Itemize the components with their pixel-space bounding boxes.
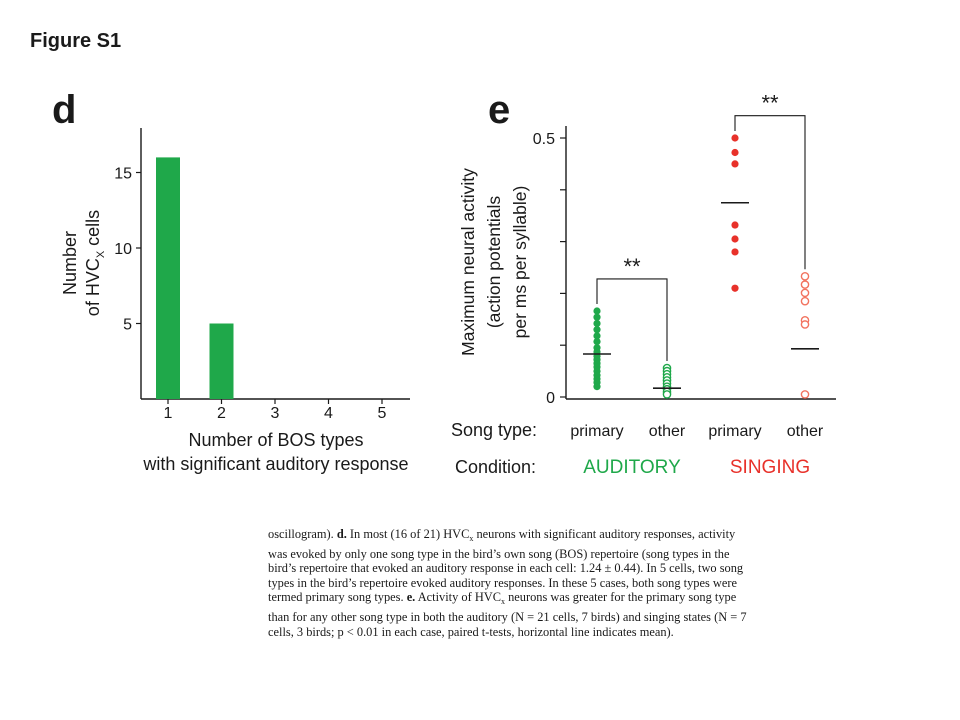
panel-e-point <box>731 284 739 292</box>
panel-e-ylabel-line: Maximum neural activity <box>458 168 478 356</box>
panel-e-song-type-label: other <box>649 423 686 440</box>
panel-e-song-type-label: other <box>787 423 824 440</box>
panel-e-song-type-label: primary <box>708 423 761 440</box>
panel-e-point <box>593 313 601 321</box>
panel-d-bar-1 <box>156 157 180 399</box>
panel-d-ylabel-line1: Number <box>60 231 80 295</box>
panel-d-ytick-label: 15 <box>114 166 132 183</box>
figure-caption: oscillogram). d. In most (16 of 21) HVCx… <box>268 527 747 639</box>
panel-e-significance-bracket <box>734 115 806 270</box>
panel-e-point <box>593 332 601 340</box>
panel-e-point <box>731 248 739 256</box>
panel-e-point <box>800 272 810 281</box>
panel-e-significance-bracket <box>596 278 668 361</box>
panel-e-ytick-label: 0 <box>546 390 555 407</box>
panel-e-point <box>800 320 810 329</box>
panel-e-point <box>800 390 810 399</box>
panel-e-ytick-label: 0.5 <box>533 131 555 148</box>
panel-e-point <box>731 148 739 157</box>
panel-d-ytick-label: 5 <box>123 317 132 334</box>
panel-e-point <box>593 326 601 334</box>
song-type-row-label: Song type: <box>451 420 537 440</box>
panel-d-xtick-label: 5 <box>378 405 387 422</box>
panel-e-point <box>731 235 739 243</box>
panel-e-point <box>800 288 810 298</box>
panel-e-point <box>662 390 672 399</box>
panel-e-point <box>800 280 810 289</box>
panel-d-xtick-label: 3 <box>271 405 280 422</box>
panel-e-point <box>593 383 601 391</box>
panel-e-condition-label: SINGING <box>730 457 810 478</box>
panel-e-ylabel-line: (action potentials <box>484 196 504 329</box>
panel-d-ylabel-line2: of HVCX cells <box>83 210 107 316</box>
panel-e-label: e <box>488 88 510 132</box>
panel-e-song-type-label: primary <box>570 423 623 440</box>
panel-d-xtick-label: 4 <box>324 405 333 422</box>
panel-d-ytick-label: 10 <box>114 241 132 258</box>
panel-e-point <box>800 296 810 306</box>
panel-e-ylabel-line: per ms per syllable) <box>510 186 530 339</box>
panel-e-point <box>731 221 739 229</box>
panel-d-label: d <box>52 88 76 132</box>
panel-d-xlabel-line2: with significant auditory response <box>142 454 408 474</box>
condition-row-label: Condition: <box>455 457 536 477</box>
figure-title: Figure S1 <box>30 30 122 52</box>
panel-e-point <box>593 319 601 328</box>
panel-d: d 5 10 15 1 2 3 4 5 Number of HVCX cells Numbe… <box>52 88 410 474</box>
panel-d-xlabel-line1: Number of BOS types <box>188 430 363 450</box>
panel-e-point <box>593 307 601 315</box>
panel-e: e 0 0.5 ** ** primary other primary other Max… <box>451 88 836 478</box>
panel-e-significance-label: ** <box>623 254 641 279</box>
panel-e-point <box>731 160 739 168</box>
panel-e-condition-label: AUDITORY <box>583 457 681 478</box>
panel-d-xtick-label: 1 <box>164 405 173 422</box>
panel-d-bar-2 <box>209 323 234 399</box>
panel-e-point <box>731 134 739 142</box>
panel-e-significance-label: ** <box>761 91 779 116</box>
panel-e-point <box>593 337 601 346</box>
panel-d-xtick-label: 2 <box>217 405 226 422</box>
